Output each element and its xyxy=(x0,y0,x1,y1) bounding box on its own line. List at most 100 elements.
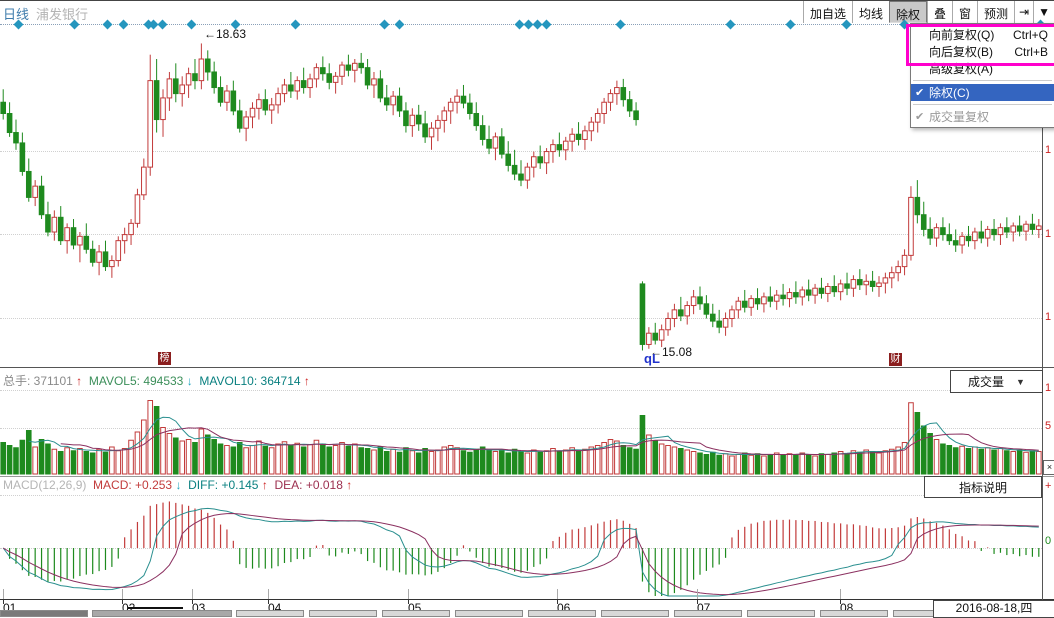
menu-item-label: 成交量复权 xyxy=(929,110,990,124)
navigator-segment[interactable] xyxy=(747,610,815,617)
finance-badge[interactable]: 财 xyxy=(889,353,902,366)
menu-item-advanced-adjust[interactable]: 高级复权(A) xyxy=(911,60,1054,77)
exright-context-menu: 向前复权(Q) Ctrl+Q 向后复权(B) Ctrl+B 高级复权(A) ✔ 除权(C) ✔… xyxy=(910,23,1054,128)
axis-tick-label: 0 xyxy=(1045,535,1052,547)
toolbar-button-moving-average[interactable]: 均线 xyxy=(851,1,889,23)
month-separator-tick xyxy=(192,589,193,599)
mavol10-value: 364714 xyxy=(260,374,301,388)
macd-label: MACD: xyxy=(93,478,136,492)
axis-tick-label: + xyxy=(1045,480,1052,492)
close-icon[interactable]: × xyxy=(1043,460,1054,475)
up-arrow-icon: ↑ xyxy=(76,374,83,388)
toolbar-button-overlay[interactable]: 叠 xyxy=(927,1,952,23)
menu-item-shortcut: Ctrl+Q xyxy=(1012,27,1048,42)
macd-value: +0.253 xyxy=(135,478,173,492)
axis-border xyxy=(0,599,1054,600)
up-arrow-icon: ↑ xyxy=(303,374,310,388)
axis-tick-label: 1 xyxy=(1045,228,1052,240)
ime-text: qL xyxy=(644,351,660,366)
volume-chart[interactable] xyxy=(0,368,1042,476)
last-date-label: 2016-08-18,四 xyxy=(933,600,1054,618)
axis-tick-label: 5 xyxy=(1045,420,1052,432)
month-separator-tick xyxy=(408,589,409,599)
down-arrow-icon: ↓ xyxy=(175,478,182,492)
month-separator-tick xyxy=(268,589,269,599)
navigator-segment[interactable] xyxy=(674,610,742,617)
mavol5-value: 494533 xyxy=(143,374,184,388)
menu-item-backward-adjust[interactable]: 向后复权(B) Ctrl+B xyxy=(911,43,1054,60)
period-label[interactable]: 日线 xyxy=(3,7,30,22)
mavol10-label: MAVOL10: xyxy=(199,374,261,388)
macd-indicator-header: MACD(12,26,9) MACD: +0.253 ↓ DIFF: +0.14… xyxy=(3,478,352,492)
x-axis-tick xyxy=(840,599,841,604)
menu-item-label: 向后复权(B) xyxy=(929,45,993,59)
price-gridline xyxy=(0,234,1042,235)
volume-indicator-header: 总手: 371101 ↑ MAVOL5: 494533 ↓ MAVOL10: 3… xyxy=(3,372,310,389)
check-icon: ✔ xyxy=(915,87,925,99)
macd-chart[interactable] xyxy=(0,476,1042,599)
navigator-segment[interactable] xyxy=(236,610,304,617)
menu-item-shortcut: Ctrl+B xyxy=(1014,44,1048,59)
pane-divider xyxy=(0,367,1054,368)
month-separator-tick xyxy=(840,589,841,599)
zongshou-value: 371101 xyxy=(33,374,73,388)
visible-range-bar[interactable] xyxy=(128,607,183,609)
volume-gridline xyxy=(0,428,1042,429)
x-axis-tick xyxy=(268,599,269,604)
x-axis-tick xyxy=(697,599,698,604)
volume-gridline xyxy=(0,390,1042,391)
menu-item-label: 高级复权(A) xyxy=(929,62,993,76)
navigator-segment[interactable] xyxy=(309,610,377,617)
pane-divider xyxy=(0,476,1054,477)
candlestick-chart[interactable] xyxy=(0,23,1042,367)
menu-item-label: 向前复权(Q) xyxy=(929,28,995,42)
axis-tick-label: 1 xyxy=(1045,382,1052,394)
macd-params: MACD(12,26,9) xyxy=(3,478,87,492)
diff-label: DIFF: xyxy=(188,478,222,492)
zongshou-label: 总手: xyxy=(3,374,34,388)
indicator-selector-label: 成交量 xyxy=(968,375,1005,389)
up-arrow-icon: ↑ xyxy=(261,478,268,492)
toolbar-button-jump-to-end[interactable]: ⇥ xyxy=(1014,1,1033,23)
navigator-segment[interactable] xyxy=(92,610,232,617)
toolbar: 加自选 均线 除权叠窗预测 ⇥ ▼ xyxy=(802,1,1054,23)
axis-tick-label: 1 xyxy=(1045,144,1052,156)
price-gridline xyxy=(0,318,1042,319)
navigator-segment[interactable] xyxy=(601,610,669,617)
title-bar: 日线 浦发银行 加自选 均线 除权叠窗预测 ⇥ ▼ xyxy=(0,1,1054,23)
month-separator-tick xyxy=(122,589,123,599)
navigator-segment[interactable] xyxy=(382,610,450,617)
x-axis-tick xyxy=(557,599,558,604)
menu-item-volume-adjust[interactable]: ✔ 成交量复权 xyxy=(911,108,1054,125)
navigator-segment[interactable] xyxy=(528,610,596,617)
month-separator-tick xyxy=(3,589,4,599)
diff-value: +0.145 xyxy=(221,478,259,492)
navigator-segment[interactable] xyxy=(820,610,888,617)
indicator-help-button[interactable]: 指标说明 xyxy=(924,476,1042,498)
month-separator-tick xyxy=(697,589,698,599)
rank-badge[interactable]: 榜 xyxy=(158,352,171,365)
low-price-annotation: ←15.08 xyxy=(650,345,693,359)
toolbar-button-forecast[interactable]: 预测 xyxy=(977,1,1014,23)
toolbar-button-window[interactable]: 窗 xyxy=(952,1,977,23)
navigator-segment[interactable] xyxy=(0,610,88,617)
toolbar-button-more-dropdown[interactable]: ▼ xyxy=(1033,1,1054,23)
indicator-selector[interactable]: 成交量 ▼ xyxy=(950,370,1043,393)
price-gridline xyxy=(0,151,1042,152)
navigator-segment[interactable] xyxy=(455,610,523,617)
toolbar-button-exright[interactable]: 除权 xyxy=(888,1,927,23)
menu-item-forward-adjust[interactable]: 向前复权(Q) Ctrl+Q xyxy=(911,26,1054,43)
toolbar-button-add-watchlist[interactable]: 加自选 xyxy=(802,1,852,23)
up-arrow-icon: ↑ xyxy=(346,478,353,492)
axis-tick-label: 1 xyxy=(1045,311,1052,323)
dropdown-arrow-icon: ▼ xyxy=(1016,376,1025,387)
check-icon: ✔ xyxy=(915,111,925,123)
x-axis-tick xyxy=(122,599,123,604)
dea-label: DEA: xyxy=(274,478,306,492)
x-axis-tick xyxy=(3,599,4,604)
price-axis-border xyxy=(1042,23,1043,600)
menu-item-exright-current[interactable]: ✔ 除权(C) xyxy=(911,84,1054,101)
macd-gridline xyxy=(0,495,1042,496)
mavol5-label: MAVOL5: xyxy=(88,374,144,388)
